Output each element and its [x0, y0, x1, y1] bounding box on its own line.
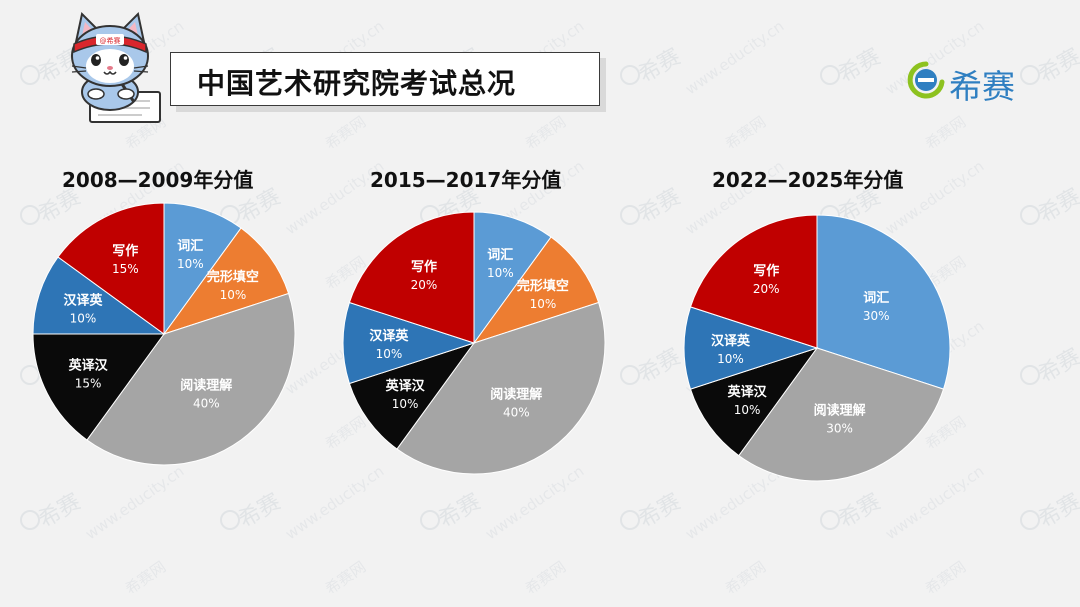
- slice-label: 词汇: [177, 239, 203, 254]
- slice-label: 汉译英: [711, 333, 751, 349]
- slice-label: 阅读理解: [814, 403, 866, 419]
- pie-slice-汉译英: [683, 306, 819, 390]
- slice-value-label: 15%: [75, 377, 102, 391]
- slice-label: 汉译英: [369, 328, 409, 344]
- slice-value-label: 10%: [734, 403, 761, 417]
- pie-slice-英译汉: [689, 347, 819, 457]
- slice-value-label: 10%: [177, 257, 204, 271]
- pie-slice-写作: [57, 202, 165, 335]
- pie-slice-词汇: [816, 214, 951, 390]
- slice-label: 阅读理解: [490, 386, 542, 402]
- slice-value-label: 20%: [411, 278, 438, 292]
- slice-value-label: 10%: [530, 297, 557, 311]
- pie-slice-完形填空: [162, 227, 290, 335]
- slice-value-label: 10%: [70, 312, 97, 326]
- brand-name: 希赛: [949, 67, 1015, 106]
- title-banner: 中国艺术研究院考试总况: [170, 52, 600, 106]
- slice-value-label: 20%: [753, 282, 780, 296]
- mascot-headband-text: @希赛: [100, 36, 121, 45]
- pie-slice-阅读理解: [396, 301, 606, 475]
- pie-slice-写作: [348, 211, 475, 344]
- slice-value-label: 30%: [863, 309, 890, 323]
- slice-label: 写作: [411, 259, 437, 275]
- slice-value-label: 10%: [487, 266, 514, 280]
- slice-value-label: 10%: [220, 288, 247, 302]
- slice-label: 完形填空: [517, 278, 569, 294]
- pie-slice-阅读理解: [738, 347, 945, 482]
- pie-slice-英译汉: [32, 333, 165, 441]
- page-title: 中国艺术研究院考试总况: [197, 67, 517, 100]
- pie-slice-词汇: [163, 202, 242, 336]
- pie-slice-词汇: [473, 211, 552, 345]
- slice-value-label: 10%: [376, 347, 403, 361]
- pie-slice-阅读理解: [86, 292, 296, 466]
- slice-label: 词汇: [863, 291, 889, 306]
- slice-value-label: 30%: [826, 422, 853, 436]
- slice-value-label: 10%: [392, 397, 419, 411]
- slice-label: 完形填空: [207, 269, 259, 285]
- slice-label: 英译汉: [68, 358, 109, 374]
- chart-title-2022-2025: 2022—2025年分值: [712, 168, 904, 192]
- pie-slice-完形填空: [472, 236, 600, 344]
- slice-label: 写作: [112, 243, 138, 259]
- slice-label: 英译汉: [385, 378, 426, 394]
- slice-label: 汉译英: [63, 293, 103, 309]
- pie-chart-2: 词汇 30% 阅读理解 30% 英译汉 10% 汉译英 10% 写作 20%: [683, 214, 951, 482]
- mascot-cat-illustration: @希赛: [71, 11, 161, 123]
- pie-slice-汉译英: [342, 301, 476, 385]
- pie-slice-英译汉: [348, 342, 476, 450]
- slice-value-label: 40%: [503, 405, 530, 419]
- slice-value-label: 40%: [193, 396, 220, 410]
- slice-value-label: 15%: [112, 262, 139, 276]
- pie-slice-汉译英: [32, 256, 166, 335]
- slice-label: 英译汉: [727, 384, 768, 400]
- slice-label: 写作: [753, 263, 779, 279]
- slice-label: 词汇: [487, 248, 513, 263]
- brand-e-icon: [907, 61, 945, 99]
- slice-value-label: 10%: [717, 352, 744, 366]
- pie-slice-写作: [689, 214, 818, 349]
- slice-label: 阅读理解: [180, 377, 232, 393]
- chart-title-2008-2009: 2008—2009年分值: [62, 168, 254, 192]
- chart-title-2015-2017: 2015—2017年分值: [370, 168, 562, 192]
